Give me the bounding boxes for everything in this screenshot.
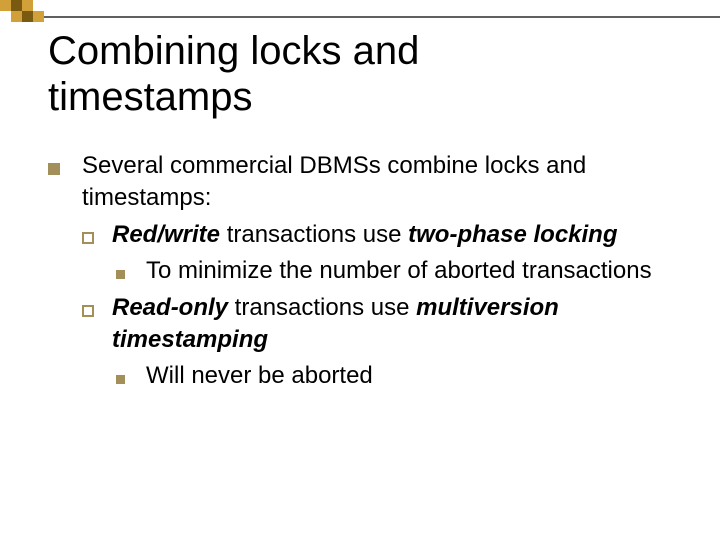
hollow-square-icon (82, 232, 94, 244)
bullet-text: To minimize the number of aborted transa… (146, 257, 652, 284)
bullet-text: Will never be aborted (146, 362, 373, 389)
bullet-level2: Red/write transactions use two-phase loc… (48, 219, 680, 251)
hollow-square-icon (82, 305, 94, 317)
title-line-1: Combining locks and (48, 29, 419, 73)
title-line-2: timestamps (48, 75, 253, 119)
bullet-text: transactions use (228, 294, 416, 321)
slide-body: Several commercial DBMSs combine locks a… (48, 150, 680, 397)
bullet-strong: Red/write (112, 221, 220, 248)
bullet-text: transactions use (220, 221, 408, 248)
small-square-icon (116, 270, 125, 279)
bullet-text: Several commercial DBMSs combine locks a… (82, 152, 586, 211)
bullet-level2: Read-only transactions use multiversion … (48, 292, 680, 357)
bullet-level1: Several commercial DBMSs combine locks a… (48, 150, 680, 215)
bullet-strong: two-phase locking (408, 221, 617, 248)
filled-square-icon (48, 163, 60, 175)
small-square-icon (116, 375, 125, 384)
bullet-level3: To minimize the number of aborted transa… (48, 255, 680, 287)
bullet-level3: Will never be aborted (48, 360, 680, 392)
bullet-strong: Read-only (112, 294, 228, 321)
slide-title: Combining locks and timestamps (48, 28, 419, 120)
